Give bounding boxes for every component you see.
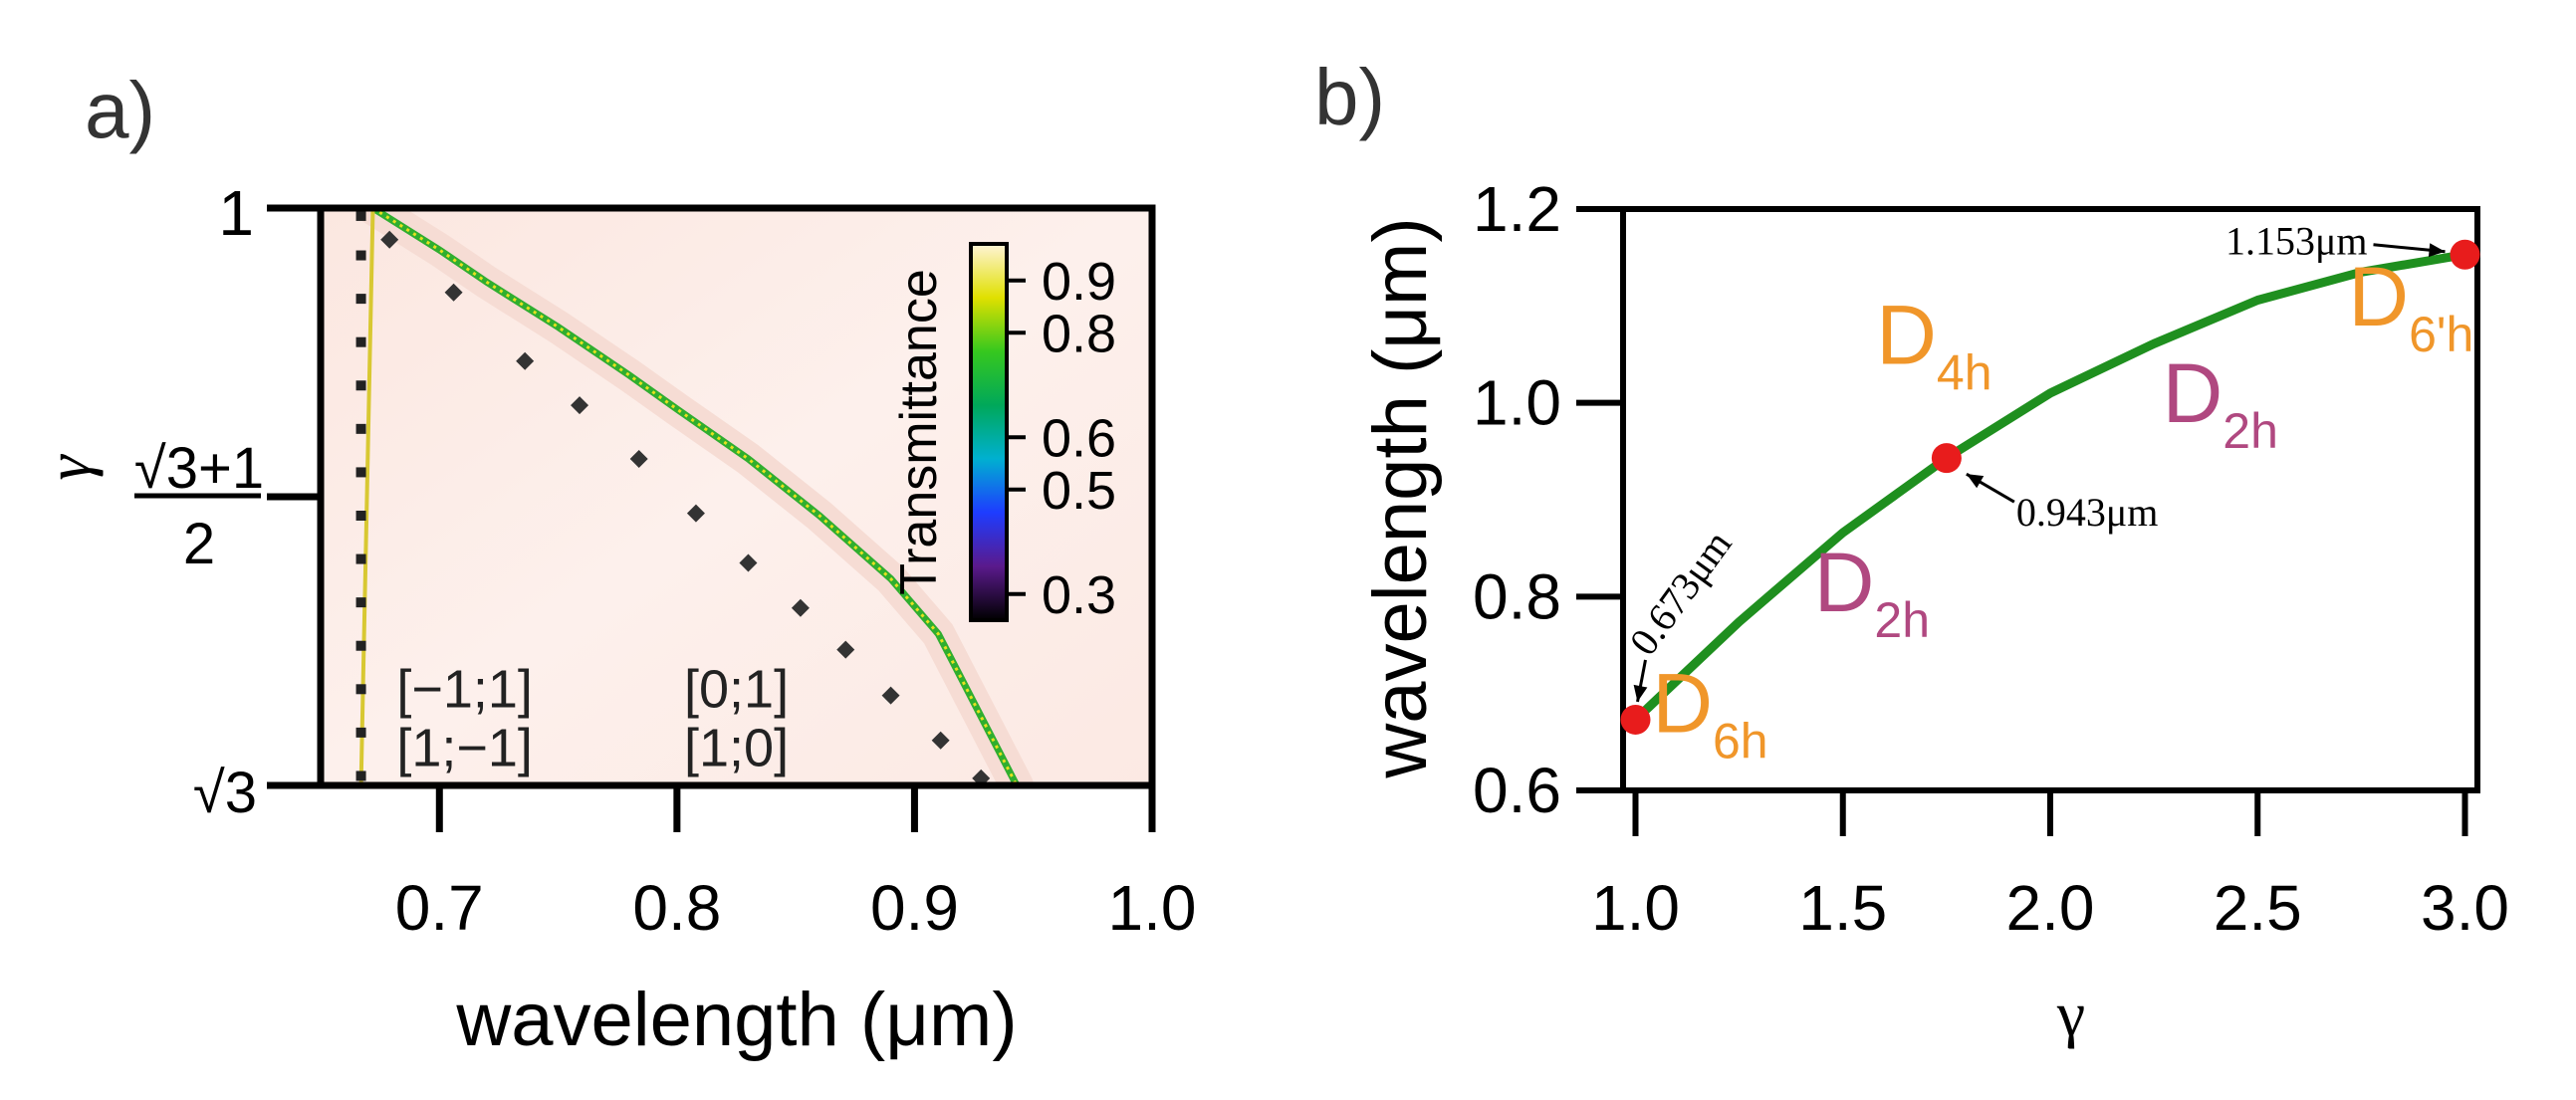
panel-b-y-ticks: 0.6 0.8 1.0 1.2 [1473, 173, 1623, 826]
series-line [1631, 250, 2469, 725]
analytic-diamond-point [791, 598, 810, 617]
x-tick-label: 1.0 [1591, 872, 1680, 944]
y-tick-label: 1.0 [1473, 367, 1561, 439]
analytic-diamond-point [629, 449, 648, 468]
x-tick-label: 2.5 [2214, 872, 2302, 944]
analytic-diamond-point [836, 640, 855, 659]
symmetry-label: D6h [1652, 657, 1767, 770]
y-tick-label: 0.8 [1473, 560, 1561, 632]
y-tick-label: 0.6 [1473, 755, 1561, 826]
colorbar-tick-label: 0.9 [1042, 252, 1116, 312]
panel-b-marks [1631, 250, 2469, 725]
x-tick-label: 0.8 [632, 872, 721, 944]
analytic-diamond-point [444, 283, 463, 302]
analytic-diamond-point [571, 396, 589, 415]
panel-a-annotations: [−1;1][1;−1] [0;1][1;0] [396, 659, 789, 777]
panel-b-y-axis-label: wavelength (μm) [1358, 217, 1443, 778]
analytic-diamond-point [881, 686, 900, 705]
x-tick-label: 0.9 [870, 872, 959, 944]
anomaly-curve-green-core [371, 208, 1019, 785]
analytic-square-point [355, 553, 366, 564]
y-tick-label-mid-denominator: 2 [183, 512, 215, 576]
highlight-point [1620, 704, 1651, 735]
analytic-square-point [355, 510, 366, 521]
panel-a-y-axis-label: γ [33, 454, 104, 481]
y-tick-label-sqrt3: √3 [193, 761, 257, 825]
symmetry-label: D2h [1814, 536, 1930, 648]
symmetry-label: D4h [1876, 289, 1991, 401]
colorbar-tick-label: 0.6 [1042, 408, 1116, 468]
analytic-diamond-point [739, 553, 758, 572]
analytic-square-point [355, 380, 366, 391]
analytic-square-point [355, 423, 366, 434]
colorbar: 0.3 0.50.6 0.80.9 Transmittance [890, 242, 1116, 625]
analytic-square-point [355, 467, 366, 478]
highlight-point [1931, 443, 1962, 474]
y-tick-label: 1.2 [1473, 173, 1561, 245]
panel-b-symmetry-labels: D6h D4h D2h D2h D6'h [1652, 250, 2473, 770]
analytic-diamond-point [516, 351, 535, 370]
colorbar-gradient [969, 242, 1009, 622]
order-annotation: [0;1] [684, 659, 789, 719]
x-tick-label: 0.7 [395, 872, 484, 944]
point-value-label: 0.943μm [2016, 490, 2159, 535]
callout-arrowhead [2428, 243, 2446, 258]
analytic-square-point [355, 294, 366, 305]
x-tick-label: 1.0 [1108, 872, 1197, 944]
order-annotation: [1;−1] [396, 719, 533, 778]
callout-arrowhead [1633, 684, 1648, 702]
symmetry-label: D6'h [2348, 250, 2473, 362]
heatmap-background [321, 208, 1152, 785]
analytic-square-point [355, 336, 366, 347]
symmetry-label: D2h [2163, 346, 2278, 459]
analytic-diamond-point [380, 230, 399, 249]
x-tick-label: 3.0 [2421, 872, 2509, 944]
panel-a-x-ticks: 0.7 0.8 0.9 1.0 [395, 785, 1197, 944]
analytic-square-point [355, 640, 366, 651]
order-annotation: [1;0] [684, 719, 789, 778]
point-value-label: 1.153μm [2225, 219, 2368, 264]
colorbar-ticks: 0.3 0.50.6 0.80.9 [1007, 252, 1116, 625]
callout-arrowhead [1966, 474, 1985, 489]
panel-a-y-ticks: 1 √3+1 2 √3 [134, 177, 321, 825]
panel-a-x-axis-label: wavelength (μm) [455, 978, 1017, 1062]
colorbar-label: Transmittance [890, 269, 948, 595]
panel-b-x-ticks: 1.0 1.5 2.0 2.5 3.0 [1591, 790, 2509, 944]
panel-b-x-axis-label: γ [2056, 979, 2085, 1049]
panel-a-marks [355, 208, 1034, 785]
panel-b-points [1620, 239, 2480, 735]
x-tick-label: 2.0 [2006, 872, 2095, 944]
order-annotation: [−1;1] [396, 659, 533, 719]
analytic-square-point [355, 770, 366, 781]
panel-a-label: a) [85, 66, 155, 154]
analytic-square-point [355, 684, 366, 695]
highlight-point [2450, 239, 2480, 270]
y-tick-label-1: 1 [218, 177, 254, 249]
x-tick-label: 1.5 [1798, 872, 1887, 944]
analytic-square-point [355, 250, 366, 261]
colorbar-tick-label: 0.5 [1042, 461, 1116, 521]
panel-b-label: b) [1314, 53, 1385, 141]
colorbar-tick-label: 0.3 [1042, 565, 1116, 625]
y-tick-label-mid-numerator: √3+1 [134, 436, 264, 501]
colorbar-tick-label: 0.8 [1042, 304, 1116, 363]
analytic-square-point [355, 210, 366, 221]
analytic-diamond-point [972, 769, 991, 785]
analytic-diamond-point [686, 504, 705, 523]
analytic-square-point [355, 597, 366, 608]
analytic-diamond-point [931, 731, 950, 750]
analytic-square-point [355, 727, 366, 738]
